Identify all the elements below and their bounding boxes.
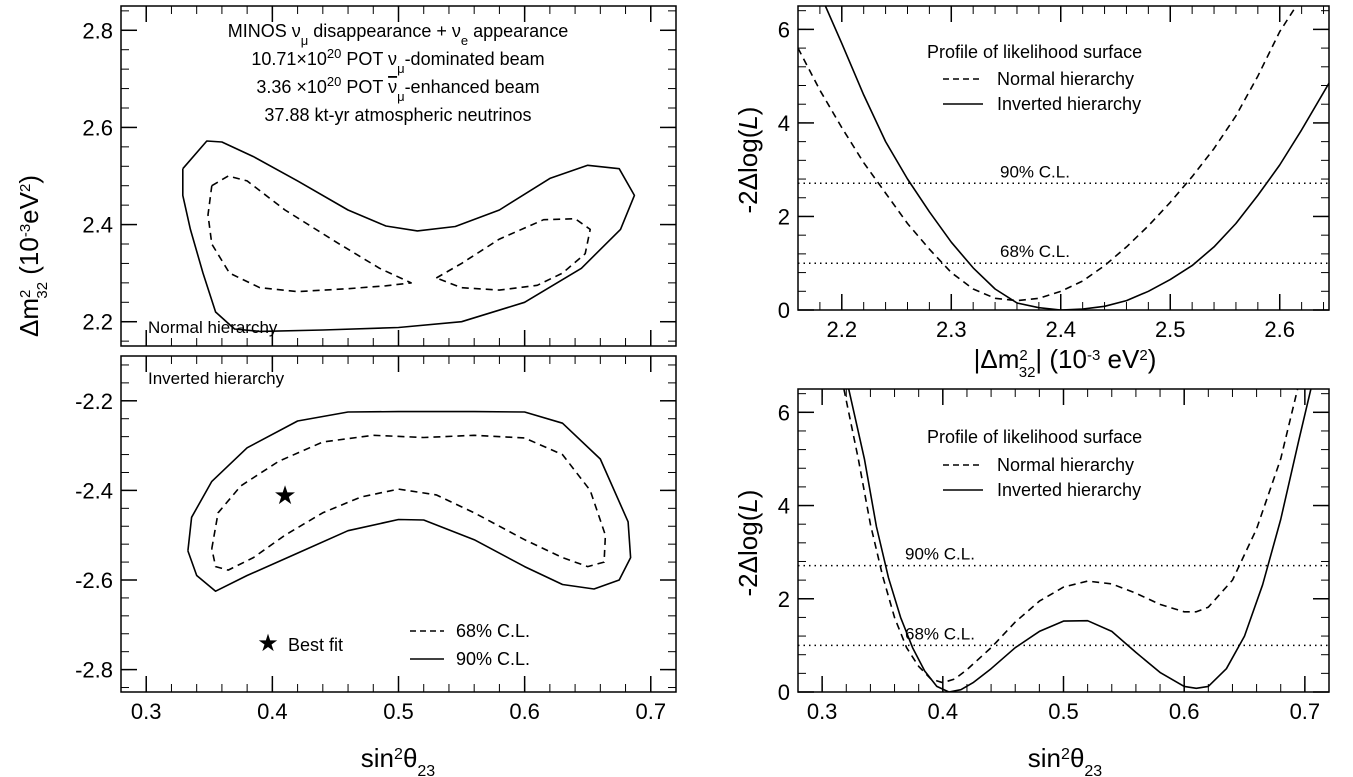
panel-label-inverted: Inverted hierarchy — [148, 369, 285, 388]
plot-frame — [120, 5, 677, 347]
series-line — [207, 175, 412, 293]
legend-inverted-label: Inverted hierarchy — [997, 480, 1141, 500]
cl-line-label: 90% C.L. — [1000, 162, 1070, 181]
x-tick-label: 0.5 — [383, 699, 414, 724]
y-tick-label: 2.6 — [82, 115, 113, 140]
y-tick-label: 2 — [778, 204, 790, 229]
cl-lines: 90% C.L. 68% C.L. — [798, 545, 1329, 647]
x-tick-label: 0.3 — [807, 699, 838, 724]
curve-group — [798, 6, 1329, 310]
curve-group — [182, 140, 636, 333]
y-tick-label: 0 — [778, 298, 790, 323]
curve-group: ★ — [187, 410, 632, 592]
x-tick-label: 2.6 — [1264, 317, 1295, 342]
x-axis-label-dm2: |Δm2 32| (10-3 eV2) — [974, 344, 1157, 381]
x-tick-label: 2.3 — [936, 317, 967, 342]
y-tick-label: 2 — [778, 587, 790, 612]
series-line — [843, 389, 1299, 684]
y-tick-label: -2.4 — [75, 478, 113, 503]
x-tick-label: 2.2 — [826, 317, 857, 342]
annotation-line-1: MINOS νμ disappearance + νe appearance — [228, 21, 568, 48]
y-tick-label: 6 — [778, 17, 790, 42]
legend-best-fit-label: Best fit — [288, 635, 343, 655]
y-tick-label: 4 — [778, 494, 790, 519]
y-tick-label: 2.2 — [82, 310, 113, 335]
y-tick-label: 4 — [778, 111, 790, 136]
x-tick-label: 0.5 — [1048, 699, 1079, 724]
legend-normal-label: Normal hierarchy — [997, 455, 1134, 475]
panel-label-normal: Normal hierarchy — [148, 318, 278, 337]
x-tick-label: 0.7 — [1290, 699, 1321, 724]
series-line — [182, 140, 636, 333]
series-line — [847, 389, 1312, 692]
series-line — [211, 434, 607, 571]
x-tick-label: 0.4 — [928, 699, 959, 724]
x-tick-label: 0.4 — [257, 699, 288, 724]
legend-title: Profile of likelihood surface — [927, 42, 1142, 62]
plot-frame — [120, 355, 677, 693]
profile-panel-dm2: 0 2 4 6 2.2 2.3 2.4 2.5 2.6 90% C.L. 68% C.L. Pro… — [733, 5, 1330, 381]
y-tick-label: -2.8 — [75, 658, 113, 683]
y-axis-label-theta: -2Δlog(L) — [733, 490, 763, 597]
best-fit-star-icon: ★ — [273, 480, 296, 510]
contour-panel-inverted: -2.8 -2.6 -2.4 -2.2 0.3 0.4 0.5 0.6 0.7 ★ Invert… — [75, 355, 677, 777]
cl-line-label: 68% C.L. — [905, 624, 975, 643]
tick-group: 0 2 4 6 2.2 2.3 2.4 2.5 2.6 — [778, 6, 1329, 342]
series-line — [824, 6, 1329, 310]
x-tick-label: 2.4 — [1045, 317, 1076, 342]
legend: ★ Best fit 68% C.L. 90% C.L. — [257, 621, 530, 669]
series-line — [435, 217, 591, 291]
y-axis-label-dm2: -2Δlog(L) — [733, 107, 763, 214]
x-tick-label: 0.7 — [635, 699, 666, 724]
x-tick-label: 0.6 — [1169, 699, 1200, 724]
y-tick-label: 2.4 — [82, 213, 113, 238]
cl-line-label: 68% C.L. — [1000, 242, 1070, 261]
x-axis-label-left: sin2θ23 — [361, 743, 436, 777]
x-tick-label: 0.6 — [509, 699, 540, 724]
tick-group: -2.8 -2.6 -2.4 -2.2 0.3 0.4 0.5 0.6 0.7 — [75, 356, 677, 724]
y-tick-label: -2.2 — [75, 389, 113, 414]
series-line — [187, 410, 632, 592]
x-tick-label: 0.3 — [131, 699, 162, 724]
profile-panel-theta: 0 2 4 6 0.3 0.4 0.5 0.6 0.7 90% C.L. 68% C.L. Pro… — [733, 388, 1330, 777]
x-axis-label-theta: sin2θ23 — [1028, 743, 1103, 777]
y-tick-label: 0 — [778, 680, 790, 705]
cl-lines: 90% C.L. 68% C.L. — [798, 162, 1329, 264]
tick-group: 2.2 2.4 2.6 2.8 — [82, 6, 677, 346]
legend: Profile of likelihood surface Normal hie… — [927, 42, 1142, 114]
contour-panel-normal: 2.2 2.4 2.6 2.8 MINOS νμ disappearance + νe… — [82, 5, 677, 347]
legend: Profile of likelihood surface Normal hie… — [927, 427, 1142, 500]
tick-group: 0 2 4 6 0.3 0.4 0.5 0.6 0.7 — [778, 389, 1330, 724]
annotation-line-2: 10.71×1020 POT νμ-dominated beam — [251, 46, 544, 76]
y-tick-label: 2.8 — [82, 18, 113, 43]
legend-68cl-label: 68% C.L. — [456, 621, 530, 641]
x-tick-label: 2.5 — [1155, 317, 1186, 342]
legend-90cl-label: 90% C.L. — [456, 649, 530, 669]
annotation-line-4: 37.88 kt-yr atmospheric neutrinos — [264, 105, 531, 125]
legend-normal-label: Normal hierarchy — [997, 69, 1134, 89]
legend-title: Profile of likelihood surface — [927, 427, 1142, 447]
y-tick-label: -2.6 — [75, 568, 113, 593]
legend-inverted-label: Inverted hierarchy — [997, 94, 1141, 114]
left-y-axis-label: Δm232 (10-3eV2) — [14, 175, 51, 337]
y-tick-label: 6 — [778, 400, 790, 425]
cl-line-label: 90% C.L. — [905, 545, 975, 564]
annotation-block: MINOS νμ disappearance + νe appearance 1… — [228, 21, 568, 125]
best-fit-legend-star-icon: ★ — [257, 630, 279, 657]
annotation-line-3: 3.36 ×1020 POT νμ-enhanced beam — [256, 74, 539, 104]
curve-group — [843, 389, 1312, 692]
